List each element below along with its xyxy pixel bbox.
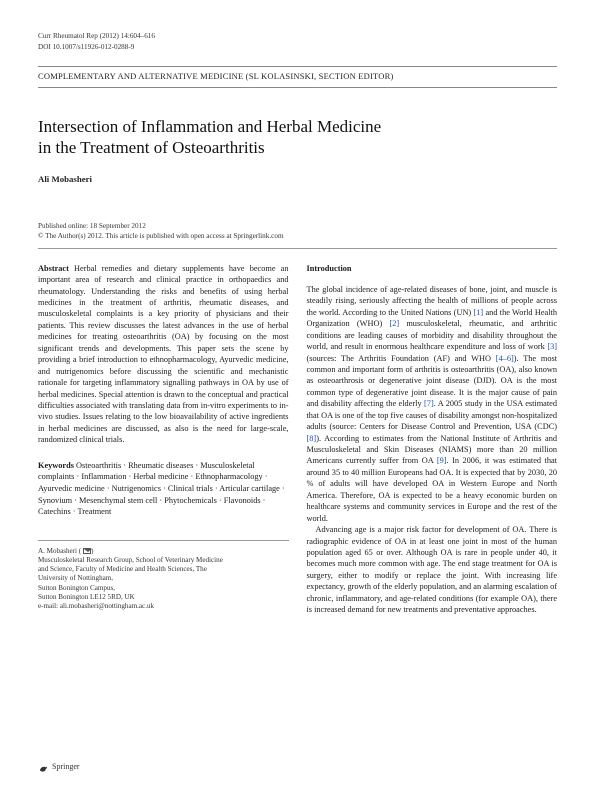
right-column: Introduction The global incidence of age… — [307, 263, 558, 616]
two-column-body: Abstract Herbal remedies and dietary sup… — [38, 263, 557, 616]
header-divider — [38, 248, 557, 249]
affil-line-4: Sutton Bonington Campus, — [38, 584, 289, 593]
publisher-name: Springer — [52, 762, 80, 773]
journal-header-line: Curr Rheumatol Rep (2012) 14:604–616 — [38, 32, 557, 42]
left-column: Abstract Herbal remedies and dietary sup… — [38, 263, 289, 616]
introduction-body: The global incidence of age-related dise… — [307, 284, 558, 616]
keywords-text: Osteoarthritis · Rheumatic diseases · Mu… — [38, 461, 285, 516]
copyright-line: © The Author(s) 2012. This article is pu… — [38, 232, 557, 242]
title-line-1: Intersection of Inflammation and Herbal … — [38, 117, 381, 136]
keywords-block: Keywords Osteoarthritis · Rheumatic dise… — [38, 460, 289, 518]
intro-paragraph-2: Advancing age is a major risk factor for… — [307, 524, 558, 616]
publisher-footer: Springer — [38, 762, 80, 773]
affiliation-block: A. Mobasheri () Musculoskeletal Research… — [38, 540, 289, 612]
doi-line: DOI 10.1007/s11926-012-0288-9 — [38, 43, 557, 53]
section-banner: COMPLEMENTARY AND ALTERNATIVE MEDICINE (… — [38, 66, 557, 87]
citation-link[interactable]: [2] — [389, 319, 399, 328]
affil-line-1: Musculoskeletal Research Group, School o… — [38, 556, 289, 565]
springer-horse-icon — [38, 762, 49, 773]
intro-paragraph-1: The global incidence of age-related dise… — [307, 284, 558, 524]
introduction-heading: Introduction — [307, 263, 558, 274]
citation-link[interactable]: [7] — [424, 399, 434, 408]
affil-author-name: A. Mobasheri — [38, 547, 77, 555]
publication-info: Published online: 18 September 2012 © Th… — [38, 222, 557, 241]
author-name: Ali Mobasheri — [38, 174, 557, 186]
affil-line-5: Sutton Bonington LE12 5RD, UK — [38, 593, 289, 602]
affil-email: e-mail: ali.mobasheri@nottingham.ac.uk — [38, 602, 289, 611]
abstract-block: Abstract Herbal remedies and dietary sup… — [38, 263, 289, 446]
abstract-text: Herbal remedies and dietary supplements … — [38, 264, 289, 445]
corresponding-author-icon: () — [79, 547, 94, 555]
title-line-2: in the Treatment of Osteoarthritis — [38, 138, 265, 157]
citation-link[interactable]: [1] — [474, 308, 484, 317]
keywords-label: Keywords — [38, 461, 74, 470]
citation-link[interactable]: [4–6] — [496, 354, 514, 363]
affil-line-3: University of Nottingham, — [38, 574, 289, 583]
affil-line-2: and Science, Faculty of Medicine and Hea… — [38, 565, 289, 574]
published-online: Published online: 18 September 2012 — [38, 222, 557, 232]
intro-text: (sources: The Arthritis Foundation (AF) … — [307, 354, 496, 363]
intro-text: . In 2006, it was estimated that around … — [307, 456, 558, 522]
abstract-label: Abstract — [38, 264, 69, 273]
citation-link[interactable]: [8] — [307, 434, 317, 443]
article-title: Intersection of Inflammation and Herbal … — [38, 116, 557, 159]
citation-link[interactable]: [3] — [547, 342, 557, 351]
citation-link[interactable]: [9] — [437, 456, 447, 465]
envelope-icon — [83, 548, 91, 554]
